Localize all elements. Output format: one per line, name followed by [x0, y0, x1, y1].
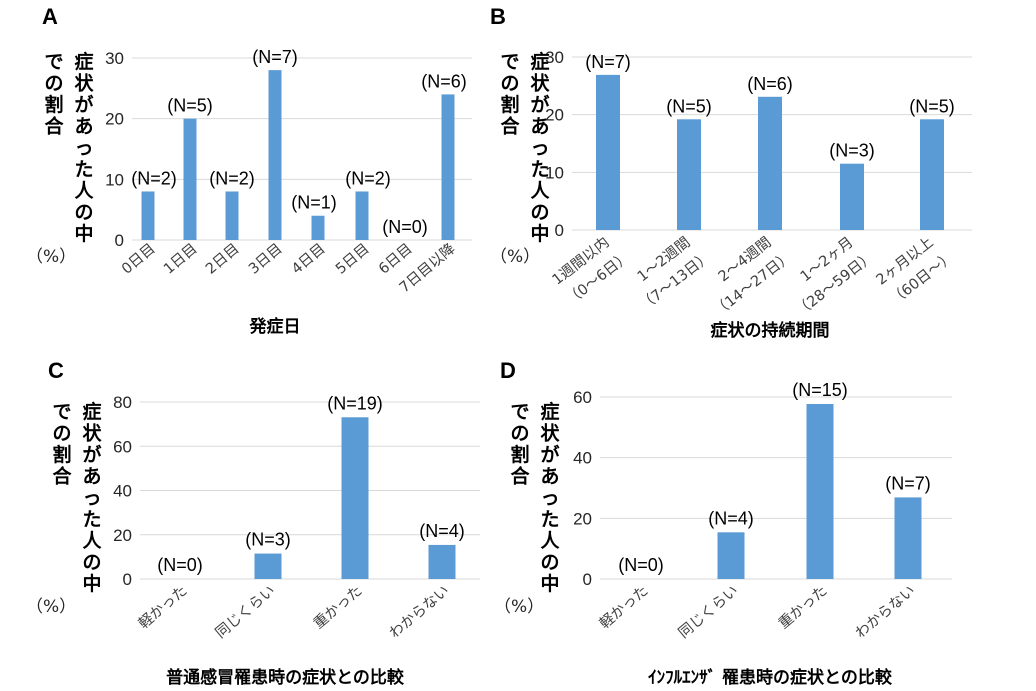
x-category-label: わからない	[852, 582, 918, 642]
bar	[311, 215, 325, 240]
y-tick-label: 80	[113, 393, 132, 412]
y-axis-title: での割合	[510, 401, 530, 488]
data-label: (N=3)	[829, 141, 875, 161]
data-label: (N=0)	[618, 555, 664, 575]
x-category-label: 2日目	[203, 241, 243, 278]
panel-letter: A	[42, 4, 58, 29]
y-tick-label: 20	[545, 106, 564, 125]
y-tick-label: 10	[545, 163, 564, 182]
x-category-label: 重かった	[775, 582, 830, 632]
data-label: (N=5)	[909, 96, 955, 116]
y-tick-label: 30	[545, 48, 564, 67]
data-label: (N=4)	[708, 508, 754, 528]
x-axis-title: ｲﾝﾌﾙｴﾝｻﾞ 罹患時の症状との比較	[648, 667, 893, 688]
data-label: (N=19)	[327, 393, 383, 413]
data-label: (N=15)	[792, 380, 848, 400]
data-label: (N=0)	[157, 555, 203, 575]
data-label: (N=7)	[885, 473, 931, 493]
bar	[758, 96, 782, 230]
y-axis-unit: （%）	[494, 597, 544, 617]
y-tick-label: 60	[573, 388, 592, 407]
y-axis-title: での割合	[500, 51, 520, 138]
y-axis-title: 症状があった人の中	[74, 50, 94, 245]
y-axis-title: 症状があった人の中	[540, 400, 560, 595]
bar	[596, 74, 620, 230]
bar	[183, 118, 197, 240]
x-category-label: 4日目	[289, 241, 329, 278]
x-category-label: 1日目	[161, 241, 201, 278]
chart-panel-a: A 0 10 20 30 (N=2) (N=5) (N=2) (N=7) (N=1) (N=2) (N…	[26, 4, 472, 337]
x-axis-title: 症状の持続期間	[711, 320, 830, 341]
y-axis-title: 症状があった人の中	[530, 50, 550, 245]
data-label: (N=1)	[291, 193, 337, 213]
data-label: (N=3)	[245, 530, 291, 550]
bar	[428, 544, 456, 579]
x-axis-title: 普通感冒罹患時の症状との比較	[166, 667, 405, 688]
panel-letter: D	[500, 358, 516, 383]
bar	[141, 191, 155, 240]
bar	[355, 191, 369, 240]
chart-panel-d: D 0 20 40 60 (N=0) (N=4) (N=15) (N=7) 軽かった 同じくらい 重か…	[494, 358, 952, 688]
chart-panel-c: C 0 20 40 60 80 (N=0) (N=3) (N=19) (N=4) 軽かった 同じくらい…	[26, 358, 480, 688]
y-tick-label: 20	[573, 509, 592, 528]
y-axis-unit: （%）	[490, 247, 540, 267]
x-category-label: 重かった	[310, 582, 365, 632]
data-label: (N=2)	[209, 168, 255, 188]
y-tick-label: 40	[113, 482, 132, 501]
data-label: (N=4)	[419, 521, 465, 541]
data-label: (N=5)	[167, 96, 213, 116]
y-tick-label: 60	[113, 437, 132, 456]
y-axis-title: での割合	[52, 401, 72, 488]
y-axis-title: 症状があった人の中	[82, 400, 102, 595]
x-axis-title: 発症日	[249, 316, 301, 337]
y-axis-unit: （%）	[26, 247, 76, 267]
x-category-label: 軽かった	[135, 582, 190, 632]
bar	[441, 94, 455, 241]
bar	[341, 417, 369, 579]
panel-letter: B	[490, 4, 506, 29]
y-tick-label: 0	[123, 570, 132, 589]
bar	[717, 532, 745, 579]
x-category-label: 同じくらい	[213, 583, 279, 642]
y-tick-label: 10	[105, 170, 124, 189]
x-category-label: 5日目	[333, 241, 373, 278]
data-label: (N=6)	[421, 71, 467, 91]
data-label: (N=5)	[666, 96, 712, 116]
panel-letter: C	[48, 358, 64, 383]
data-label: (N=6)	[747, 74, 793, 94]
bar	[894, 497, 922, 579]
bar	[225, 191, 239, 240]
y-tick-label: 0	[555, 221, 564, 240]
bar	[254, 553, 282, 579]
data-label: (N=2)	[345, 168, 391, 188]
bar	[840, 163, 864, 230]
x-category-label: 0日目	[119, 241, 159, 278]
data-label: (N=7)	[585, 52, 631, 72]
y-tick-label: 30	[105, 49, 124, 68]
y-tick-label: 40	[573, 449, 592, 468]
bar	[920, 119, 944, 230]
y-tick-label: 20	[113, 526, 132, 545]
y-axis-unit: （%）	[26, 597, 76, 617]
y-tick-label: 0	[583, 570, 592, 589]
x-category-label: 3日目	[246, 241, 286, 278]
bar	[806, 403, 834, 579]
data-label: (N=2)	[131, 168, 177, 188]
bar	[677, 119, 701, 230]
x-category-label: 同じくらい	[676, 583, 742, 642]
data-label: (N=0)	[382, 217, 428, 237]
x-category-label: 軽かった	[596, 582, 651, 632]
bar	[268, 70, 282, 240]
x-category-label: わからない	[386, 582, 452, 642]
data-label: (N=7)	[252, 47, 298, 67]
y-axis-title: での割合	[44, 51, 64, 138]
y-tick-label: 0	[115, 231, 124, 250]
y-tick-label: 20	[105, 110, 124, 129]
